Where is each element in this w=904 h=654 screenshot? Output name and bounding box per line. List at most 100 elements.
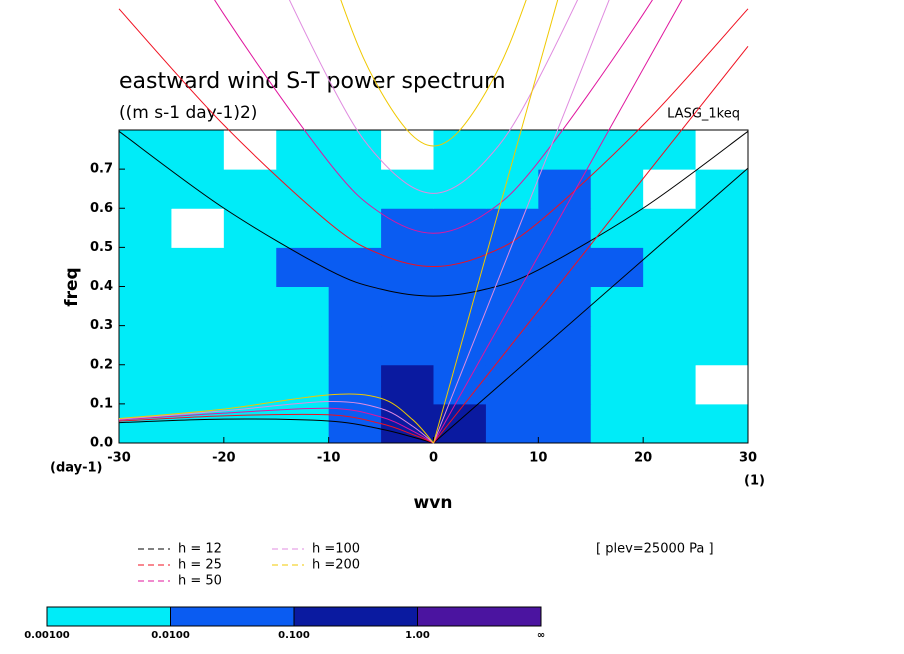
heat-cell	[590, 364, 644, 405]
heat-cell	[276, 208, 330, 248]
heat-cell	[328, 247, 382, 287]
heat-cell	[171, 130, 225, 170]
heat-cell	[381, 325, 434, 366]
heat-cell	[119, 364, 172, 405]
colorbar-segment	[46, 606, 171, 627]
heat-cell	[538, 286, 592, 327]
colorbar-segment	[293, 606, 418, 627]
heat-cell	[433, 364, 487, 405]
x-tick-label: 20	[634, 451, 652, 466]
heat-cell	[171, 247, 225, 287]
colorbar-label: 0.0100	[151, 630, 190, 641]
heat-cell	[643, 208, 697, 248]
er-curve	[118, 407, 434, 444]
heat-cell	[538, 364, 592, 405]
heat-cell	[433, 169, 487, 209]
heat-cell	[381, 247, 434, 287]
heat-cell	[223, 286, 277, 327]
heat-cell	[119, 247, 172, 287]
legend-label: h = 12	[178, 542, 222, 557]
kelvin-curve	[433, 0, 610, 444]
heat-cell	[643, 247, 697, 287]
kelvin-curve	[433, 0, 683, 444]
heat-cell	[381, 403, 434, 444]
heatmap	[119, 130, 749, 444]
heat-cell	[643, 403, 697, 444]
heat-cell	[119, 325, 172, 366]
heat-cell	[433, 130, 487, 170]
heat-cell	[276, 247, 330, 287]
heat-cell	[538, 130, 592, 170]
level-note: [ plev=25000 Pa ]	[596, 542, 714, 557]
kelvin-curve	[433, 167, 749, 444]
heat-cell	[171, 286, 225, 327]
heat-cell	[538, 325, 592, 366]
x-axis-label: wvn	[414, 493, 453, 513]
er-curve	[118, 413, 434, 444]
ig-curve	[340, 0, 527, 147]
heat-cell	[171, 208, 225, 248]
y-tick-label: 0.1	[90, 396, 113, 411]
heat-cell	[695, 208, 749, 248]
y-tick-label: 0.4	[90, 279, 113, 294]
heat-cell	[381, 169, 434, 209]
heat-cell	[485, 247, 539, 287]
x-tick-label: 10	[529, 451, 547, 466]
legend-label: h = 25	[178, 558, 222, 573]
heat-cell	[643, 130, 697, 170]
heat-cell	[485, 364, 539, 405]
y-tick-label: 0.3	[90, 318, 113, 333]
x-tick-label: -10	[317, 451, 341, 466]
heat-cell	[381, 130, 434, 170]
heat-cell	[171, 364, 225, 405]
heat-cell	[223, 130, 277, 170]
x-tick-label: -20	[212, 451, 236, 466]
heat-cell	[643, 325, 697, 366]
heat-cell	[695, 286, 749, 327]
y-unit: (day-1)	[50, 461, 102, 476]
heat-cell	[485, 325, 539, 366]
heat-cell	[223, 325, 277, 366]
heat-cell	[433, 286, 487, 327]
ig-curve	[288, 0, 579, 194]
heat-cell	[328, 364, 382, 405]
y-tick-label: 0.5	[90, 240, 113, 255]
ig-curve	[214, 0, 653, 234]
heat-cell	[223, 247, 277, 287]
er-curve	[118, 393, 434, 444]
heat-cell	[276, 325, 330, 366]
heat-cell	[643, 286, 697, 327]
heat-cell	[590, 286, 644, 327]
heat-cell	[433, 325, 487, 366]
legend-label: h = 50	[178, 574, 222, 589]
heat-cell	[119, 208, 172, 248]
heat-cell	[171, 325, 225, 366]
heat-cell	[538, 403, 592, 444]
chart-subtitle: ((m s-1 day-1)2)	[119, 103, 257, 123]
kelvin-curve	[433, 45, 749, 444]
chart-title: eastward wind S-T power spectrum	[119, 69, 506, 94]
ig-curve	[118, 8, 749, 268]
heat-cell	[328, 169, 382, 209]
er-curve	[118, 400, 434, 444]
heat-cell	[590, 130, 644, 170]
heat-cell	[223, 169, 277, 209]
x-tick-label: -30	[107, 451, 131, 466]
heat-cell	[276, 286, 330, 327]
heat-cell	[695, 403, 749, 444]
x-tick-label: 0	[429, 451, 438, 466]
heat-cell	[276, 403, 330, 444]
ig-curve	[118, 130, 749, 297]
colorbar-segment	[170, 606, 295, 627]
heat-cell	[590, 325, 644, 366]
heat-cell	[276, 169, 330, 209]
heat-cell	[433, 247, 487, 287]
er-curve	[118, 418, 434, 444]
heat-cell	[485, 286, 539, 327]
legend-label: h =100	[312, 542, 360, 557]
heat-cell	[328, 325, 382, 366]
kelvin-curve	[433, 0, 559, 444]
heat-cell	[223, 208, 277, 248]
heat-cell	[119, 286, 172, 327]
